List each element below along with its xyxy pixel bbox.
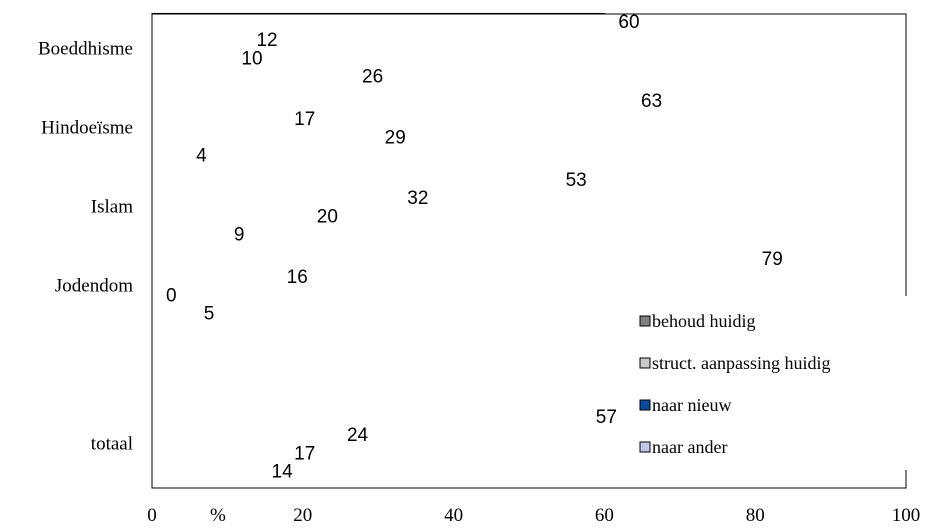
data-label: 10 (241, 48, 262, 69)
data-label: 16 (287, 267, 308, 288)
x-tick-label: 80 (746, 505, 765, 526)
category-label: totaal (91, 434, 133, 455)
data-label: 32 (407, 188, 428, 209)
data-label: 57 (596, 407, 617, 428)
legend-swatch (640, 358, 650, 368)
legend-label: naar nieuw (652, 395, 731, 415)
x-tick-labels: 0 20 40 60 80 100 (147, 505, 920, 526)
data-label: 17 (294, 443, 315, 464)
data-label: 5 (204, 304, 215, 325)
legend-swatch (640, 400, 650, 410)
category-label: Boeddhisme (38, 39, 133, 60)
category-labels: Boeddhisme Hindoeïsme Islam Jodendom totaal (38, 39, 133, 455)
x-tick-label: 20 (293, 505, 312, 526)
data-label: 29 (385, 127, 406, 148)
category-label: Islam (91, 197, 133, 218)
data-label: 60 (618, 12, 639, 33)
x-tick-label: 0 (147, 505, 157, 526)
data-label: 26 (362, 67, 383, 88)
x-tick-label: 60 (595, 505, 614, 526)
data-label: 9 (234, 225, 245, 246)
legend: behoud huidig struct. aanpassing huidig na… (627, 296, 907, 470)
data-label: 53 (566, 170, 587, 191)
data-label: 20 (317, 206, 338, 227)
data-label: 4 (196, 146, 207, 167)
data-label: 63 (641, 91, 662, 112)
category-label: Jodendom (55, 276, 133, 297)
legend-label: naar ander (652, 437, 727, 457)
data-label: 79 (762, 249, 783, 270)
x-tick-label: 100 (892, 505, 921, 526)
data-label: 24 (347, 425, 369, 446)
data-label: 14 (272, 462, 294, 483)
x-tick-label: 40 (444, 505, 463, 526)
data-label: 0 (166, 285, 177, 306)
category-label: Hindoeïsme (41, 118, 133, 139)
legend-label: behoud huidig (652, 311, 756, 331)
data-label: 17 (294, 109, 315, 130)
legend-swatch (640, 442, 650, 452)
legend-label: struct. aanpassing huidig (652, 353, 830, 373)
legend-swatch (640, 316, 650, 326)
x-unit-label: % (210, 505, 226, 526)
